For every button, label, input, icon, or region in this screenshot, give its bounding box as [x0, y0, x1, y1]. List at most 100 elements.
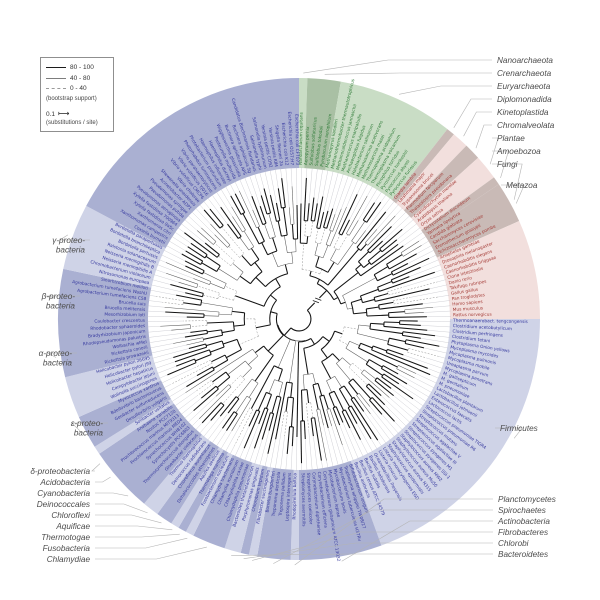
group-label-alpha-proteobacteria: α-proteo-bacteria — [39, 349, 73, 368]
branch-break-slash-icon — [312, 300, 320, 304]
sector-alpha-proteobacteria — [58, 268, 153, 378]
sector-Plantae — [411, 157, 494, 231]
legend-row-low: 0 - 40 — [46, 85, 109, 92]
species-label: Streptomyces coelicolor — [305, 473, 314, 525]
connector-epsilon-proteobacteria — [71, 422, 108, 431]
sector-Actinobacteria — [299, 460, 382, 560]
species-label: Brucella melitensis — [104, 305, 146, 313]
connector-planctomycetes — [294, 498, 493, 566]
sector-epsilon-proteobacteria — [65, 355, 162, 418]
connector-deinococcales — [95, 503, 148, 514]
group-label-nanoarchaeota: Nanoarchaeota — [497, 56, 553, 65]
group-connectors — [45, 59, 525, 566]
leaf-extension-lines — [147, 167, 451, 471]
legend-caption: (bootstrap support) — [46, 95, 97, 102]
group-label-fungi: Fungi — [497, 160, 518, 169]
species-label: Brucella suis — [118, 299, 146, 307]
connector-chlamydiae — [95, 546, 207, 560]
group-label-bacteroidetes: Bacteroidetes — [498, 550, 548, 559]
connector-spirochaetes — [273, 509, 493, 564]
sector-delta-proteobacteria — [78, 380, 171, 447]
legend-line-low-icon — [46, 88, 66, 90]
connector-gamma-proteobacteria — [58, 234, 90, 241]
species-label: Mesorhizobium loti — [104, 312, 145, 319]
legend-range-low: 0 - 40 — [70, 85, 87, 93]
connector-euryarchaeota — [399, 85, 492, 95]
species-label: Gallus gallus — [450, 287, 479, 297]
species-label: Bradyrhizobium japonicum — [88, 328, 146, 339]
connector-alpha-proteobacteria — [46, 352, 77, 358]
group-label-crenarchaeota: Crenarchaeota — [497, 69, 552, 78]
connector-cyanobacteria — [95, 492, 129, 497]
sector-Deinococcales — [144, 434, 211, 514]
species-label: Streptomyces avermitilis — [300, 473, 307, 527]
sector-Chlamydiae — [193, 454, 253, 549]
connector-chromalveolata — [475, 124, 492, 149]
group-label-chromalveolata: Chromalveolata — [497, 121, 555, 130]
sector-Metazoa — [436, 220, 540, 319]
connector-fusobacteria — [95, 537, 188, 549]
species-label: Homo sapiens — [452, 299, 484, 308]
group-label-gamma-proteobacteria: γ-proteo-bacteria — [52, 236, 85, 255]
group-label-planctomycetes: Planctomycetes — [498, 495, 556, 504]
connector-delta-proteobacteria — [91, 463, 101, 472]
sector-Diplomonadida — [391, 129, 454, 204]
group-label-chlorobi: Chlorobi — [498, 539, 529, 548]
sector-ring — [58, 77, 540, 560]
connector-actinobacteria — [341, 520, 493, 562]
sector-Chloroflexi — [157, 441, 219, 524]
legend-line-high-icon — [46, 67, 66, 69]
group-label-deinococcales: Deinococcales — [37, 500, 90, 509]
species-label: Sulfolobus solfataricus — [308, 116, 318, 166]
sector-Acidobacteria — [94, 399, 174, 454]
species-label: Mus musculus — [453, 305, 484, 313]
species-label: Pan troglodytes — [451, 292, 486, 302]
group-label-fusobacteria: Fusobacteria — [43, 544, 91, 553]
group-label-amoebozoa: Amoebozoa — [496, 147, 541, 156]
sector-gamma-proteobacteria — [86, 77, 300, 249]
sector-Thermotogae — [178, 449, 229, 532]
group-label-chloroflexi: Chloroflexi — [51, 511, 90, 520]
legend-range-high: 80 - 100 — [70, 64, 94, 71]
species-label: Rattus norvegicus — [453, 312, 493, 319]
legend-box: 80 - 100 40 - 80 0 - 40 (bootstrap suppo… — [40, 57, 114, 133]
group-label-actinobacteria: Actinobacteria — [497, 517, 550, 526]
connector-crenarchaeota — [324, 72, 492, 75]
species-labels: Nanoarchaeum equitans Aeropyrum pernixSul… — [72, 78, 529, 563]
species-label: Treponema denticola — [271, 471, 283, 518]
species-label: Clostridium tetani — [452, 334, 491, 345]
scale-bar: 0.1 ⟼ — [46, 110, 109, 118]
group-label-spirochaetes: Spirochaetes — [498, 506, 546, 515]
group-label-fibrobacteres: Fibrobacteres — [498, 528, 548, 537]
species-label: Clostridium perfringens — [452, 328, 504, 338]
sector-Euryarchaeota — [325, 81, 448, 201]
group-label-chlamydiae: Chlamydiae — [47, 555, 91, 564]
group-label-kinetoplastida: Kinetoplastida — [497, 108, 549, 117]
species-label: Wolbachia wMel — [112, 339, 147, 350]
species-label: Danio rerio — [448, 275, 473, 286]
legend-row-mid: 40 - 80 — [46, 75, 109, 82]
connector-nanoarchaeota — [303, 59, 492, 74]
sector-beta-proteobacteria — [63, 205, 166, 288]
connector-firmicutes — [495, 427, 523, 439]
connector-diplomonadida — [453, 98, 492, 128]
legend-line-mid-icon — [46, 77, 66, 79]
group-label-metazoa: Metazoa — [506, 181, 538, 190]
species-label: Leptospira interrogans — [284, 472, 293, 521]
connector-acidobacteria — [95, 476, 111, 483]
sector-Bacteroidetes — [224, 462, 263, 553]
branch-break-gap — [313, 296, 321, 304]
species-label: Escherichia coli CFT073 — [293, 114, 300, 165]
species-label: Thermoanaerobact. tengcongensis — [452, 318, 529, 325]
species-label: Escherichia coli K12 — [280, 122, 290, 166]
legend-row-high: 80 - 100 — [46, 64, 109, 71]
connector-metazoa — [501, 184, 525, 204]
connector-chloroflexi — [95, 514, 162, 524]
group-label-diplomonadida: Diplomonadida — [497, 95, 552, 104]
connector-thermotogae — [95, 533, 180, 538]
group-label-delta-proteobacteria: δ-proteobacteria — [30, 467, 90, 476]
group-label-firmicutes: Firmicutes — [500, 424, 538, 433]
sector-Kinetoplastida — [396, 134, 467, 211]
connector-plantae — [489, 137, 499, 165]
